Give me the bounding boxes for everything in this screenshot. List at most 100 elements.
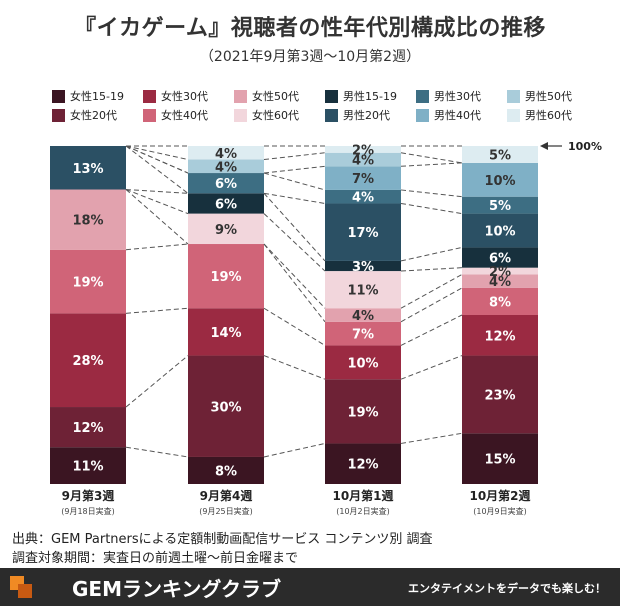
data-label: 4%: [352, 154, 374, 169]
legend-label: 男性20代: [343, 109, 390, 122]
tagline: エンタテイメントをデータでも楽しむ！: [408, 582, 606, 595]
connector-line: [125, 189, 189, 245]
data-label: 7%: [352, 328, 374, 343]
data-label: 17%: [347, 226, 378, 241]
footer-bar: GEMランキングクラブ エンタテイメントをデータでも楽しむ！: [0, 568, 620, 606]
data-label: 10%: [484, 225, 515, 240]
connector-line: [125, 189, 189, 194]
legend-item: 男性50代: [507, 88, 572, 104]
gem-logo-icon: [10, 576, 32, 598]
bar-segment: [50, 249, 126, 314]
legend-label: 男性50代: [525, 90, 572, 103]
legend-label: 女性40代: [161, 109, 208, 122]
bar-segment: [188, 244, 264, 309]
connector-line: [263, 307, 326, 346]
data-label: 2%: [489, 265, 511, 280]
legend-swatch: [507, 89, 520, 103]
bar-segment: [325, 308, 401, 322]
legend-swatch: [143, 108, 156, 122]
data-label: 18%: [72, 214, 103, 229]
bar-segment: [188, 308, 264, 356]
data-label: 9%: [215, 223, 237, 238]
data-label: 15%: [484, 453, 515, 468]
stacked-bar-chart: 11% 8% 12% 15% 12% 30% 19% 23% 28% 14% 10% 12% 19% 19…: [50, 140, 602, 516]
legend-label: 男性15-19: [343, 90, 397, 103]
connector-line: [263, 192, 326, 204]
legend-item: 男性40代: [416, 107, 481, 123]
data-label: 12%: [72, 421, 103, 436]
data-label: 4%: [352, 191, 374, 206]
connector-line: [263, 192, 326, 262]
bar-segment: [325, 443, 401, 484]
legend-label: 男性40代: [434, 109, 481, 122]
connector-line: [400, 162, 463, 167]
bar-segment: [50, 447, 126, 484]
data-label: 11%: [72, 460, 103, 475]
bar-segment: [50, 189, 126, 250]
data-label: 19%: [347, 405, 378, 420]
data-label: 10%: [347, 356, 378, 371]
connector-line: [400, 152, 463, 164]
data-label: 14%: [210, 326, 241, 341]
data-label: 4%: [352, 309, 374, 324]
bar-segment: [188, 173, 264, 194]
legend-swatch: [143, 89, 156, 103]
connector-line: [263, 243, 326, 309]
bar-segment: [462, 196, 538, 214]
data-label: 30%: [210, 400, 241, 415]
category-label: 10月第2週: [469, 488, 530, 503]
bar-segment: [188, 193, 264, 214]
total-arrow-icon: [540, 142, 548, 150]
connector-line: [400, 314, 463, 346]
connector-line: [400, 287, 463, 323]
bar-segment: [325, 321, 401, 346]
connector-line: [125, 145, 189, 194]
legend-swatch: [325, 108, 338, 122]
data-label: 6%: [215, 177, 237, 192]
category-note: (10月2日実査): [336, 506, 390, 516]
legend-label: 男性30代: [434, 90, 481, 103]
bar-segment: [462, 267, 538, 275]
source-line-1: 出典：GEM Partnersによる定額制動画配信サービス コンテンツ別 調査: [12, 532, 433, 547]
bar-segment: [462, 146, 538, 163]
connector-line: [400, 246, 463, 262]
bar-segment: [188, 213, 264, 245]
category-note: (9月25日実査): [199, 506, 253, 516]
bar-segment: [462, 315, 538, 356]
bar-segment: [325, 152, 401, 167]
data-label: 23%: [484, 388, 515, 403]
connector-line: [400, 355, 463, 380]
bar-segment: [462, 433, 538, 484]
connector-line: [125, 145, 189, 174]
category-note: (9月18日実査): [61, 506, 115, 516]
legend-label: 男性60代: [525, 109, 572, 122]
connector-line: [125, 145, 189, 161]
bar-segment: [188, 355, 264, 457]
data-label: 8%: [215, 464, 237, 479]
bar-segment: [50, 146, 126, 190]
connector-line: [125, 243, 189, 251]
bar-segment: [50, 407, 126, 448]
connector-line: [125, 446, 189, 458]
legend-label: 女性20代: [70, 109, 117, 122]
bar-segment: [325, 166, 401, 190]
legend-swatch: [52, 108, 65, 122]
total-label: 100%: [568, 140, 602, 153]
data-label: 11%: [347, 284, 378, 299]
legend-swatch: [507, 108, 520, 122]
connector-line: [263, 165, 326, 174]
chart-title: 『イカゲーム』視聴者の性年代別構成比の推移: [74, 16, 546, 41]
bar-segment: [462, 247, 538, 268]
category-label: 10月第1週: [332, 488, 393, 503]
connector-line: [400, 432, 463, 444]
legend-item: 男性20代: [325, 107, 390, 123]
legend-item: 男性15-19: [325, 88, 397, 104]
legend-swatch: [325, 89, 338, 103]
bar-segment: [462, 213, 538, 248]
connector-line: [263, 152, 326, 161]
data-label: 12%: [347, 458, 378, 473]
legend-label: 女性30代: [161, 90, 208, 103]
connector-line: [125, 189, 189, 215]
bar-segment: [462, 162, 538, 197]
legend-label: 女性50代: [252, 90, 299, 103]
